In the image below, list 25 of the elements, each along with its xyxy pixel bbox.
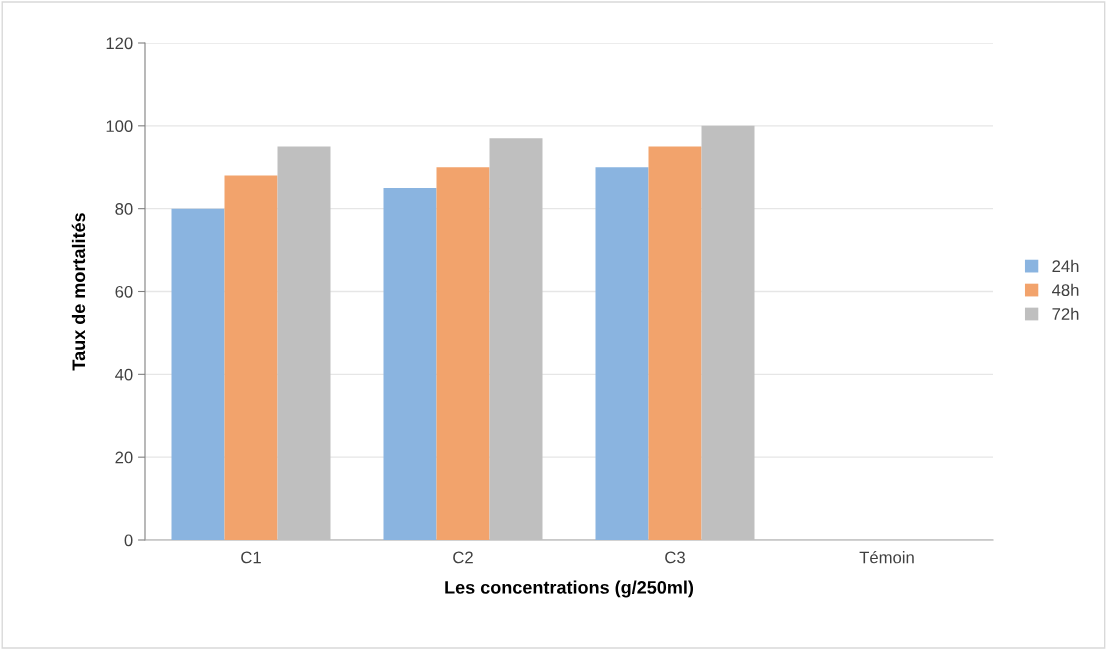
y-tick-label: 0 [124,534,133,547]
x-tick-label: Témoin [859,550,914,564]
bar [701,125,755,540]
bar [277,146,331,540]
bar [171,208,225,540]
legend-label: 48h [1052,283,1079,297]
y-tick-label: 40 [115,368,133,381]
y-tick-label: 80 [115,203,133,215]
bar [436,167,490,540]
bar [489,138,543,540]
x-axis-title: Les concentrations (g/250ml) [445,580,694,598]
x-tick-label: C1 [241,551,261,564]
bar [224,175,278,540]
y-tick-label: 20 [115,451,133,464]
bar [595,167,649,540]
y-tick-label: 100 [106,120,133,133]
legend-label: 24h [1052,259,1079,272]
bar [648,146,702,540]
y-tick-label: 120 [106,37,133,50]
x-tick-label: C2 [453,551,473,564]
y-axis-title: Taux de mortalités [71,213,86,371]
y-tick-label: 60 [115,285,133,298]
legend-label: 72h [1052,307,1079,320]
x-tick-label: C3 [665,551,685,564]
bar [383,187,437,540]
